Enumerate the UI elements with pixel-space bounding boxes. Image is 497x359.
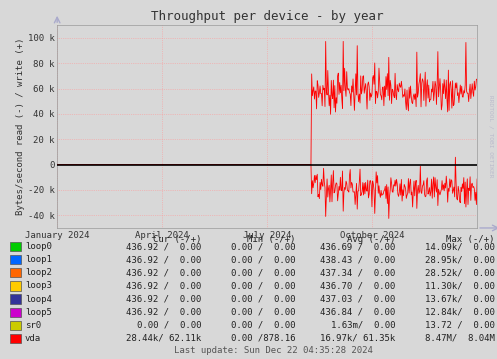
Text: 436.92 /  0.00: 436.92 / 0.00	[126, 255, 201, 264]
Text: 16.97k/ 61.35k: 16.97k/ 61.35k	[320, 334, 395, 343]
Text: vda: vda	[25, 334, 41, 343]
Text: loop4: loop4	[25, 294, 52, 304]
Text: 14.09k/  0.00: 14.09k/ 0.00	[424, 242, 495, 251]
Text: 0.00 /  0.00: 0.00 / 0.00	[231, 308, 296, 317]
Text: 8.47M/  8.04M: 8.47M/ 8.04M	[424, 334, 495, 343]
Text: loop5: loop5	[25, 308, 52, 317]
Text: 438.43 /  0.00: 438.43 / 0.00	[320, 255, 395, 264]
FancyBboxPatch shape	[10, 334, 21, 343]
Text: 436.69 /  0.00: 436.69 / 0.00	[320, 242, 395, 251]
Text: 0.00 /  0.00: 0.00 / 0.00	[137, 321, 201, 330]
FancyBboxPatch shape	[10, 255, 21, 264]
Text: 436.84 /  0.00: 436.84 / 0.00	[320, 308, 395, 317]
FancyBboxPatch shape	[10, 294, 21, 304]
Text: 0.00 /  0.00: 0.00 / 0.00	[231, 255, 296, 264]
Text: RRDTOOL / TOBI OETIKER: RRDTOOL / TOBI OETIKER	[489, 95, 494, 178]
Text: 28.95k/  0.00: 28.95k/ 0.00	[424, 255, 495, 264]
FancyBboxPatch shape	[10, 308, 21, 317]
Text: sr0: sr0	[25, 321, 41, 330]
Text: loop0: loop0	[25, 242, 52, 251]
Text: 11.30k/  0.00: 11.30k/ 0.00	[424, 281, 495, 290]
Text: 0.00 /878.16: 0.00 /878.16	[231, 334, 296, 343]
Y-axis label: Bytes/second read (-) / write (+): Bytes/second read (-) / write (+)	[16, 38, 25, 215]
Text: 437.34 /  0.00: 437.34 / 0.00	[320, 268, 395, 277]
FancyBboxPatch shape	[10, 321, 21, 330]
Text: 13.67k/  0.00: 13.67k/ 0.00	[424, 294, 495, 304]
Text: 436.92 /  0.00: 436.92 / 0.00	[126, 268, 201, 277]
Text: 13.72 /  0.00: 13.72 / 0.00	[424, 321, 495, 330]
Text: 0.00 /  0.00: 0.00 / 0.00	[231, 294, 296, 304]
Text: 28.52k/  0.00: 28.52k/ 0.00	[424, 268, 495, 277]
Text: 436.92 /  0.00: 436.92 / 0.00	[126, 242, 201, 251]
Text: 28.44k/ 62.11k: 28.44k/ 62.11k	[126, 334, 201, 343]
Text: 0.00 /  0.00: 0.00 / 0.00	[231, 281, 296, 290]
Text: 0.00 /  0.00: 0.00 / 0.00	[231, 268, 296, 277]
Text: 436.92 /  0.00: 436.92 / 0.00	[126, 281, 201, 290]
Text: 437.03 /  0.00: 437.03 / 0.00	[320, 294, 395, 304]
FancyBboxPatch shape	[10, 242, 21, 251]
Text: 12.84k/  0.00: 12.84k/ 0.00	[424, 308, 495, 317]
Text: loop1: loop1	[25, 255, 52, 264]
Text: 0.00 /  0.00: 0.00 / 0.00	[231, 321, 296, 330]
Text: loop2: loop2	[25, 268, 52, 277]
Text: loop3: loop3	[25, 281, 52, 290]
Text: Min (-/+): Min (-/+)	[248, 236, 296, 244]
Text: 1.63m/  0.00: 1.63m/ 0.00	[331, 321, 395, 330]
Text: Last update: Sun Dec 22 04:35:28 2024: Last update: Sun Dec 22 04:35:28 2024	[174, 346, 373, 355]
Text: 436.92 /  0.00: 436.92 / 0.00	[126, 294, 201, 304]
Text: Cur (-/+): Cur (-/+)	[153, 236, 201, 244]
Title: Throughput per device - by year: Throughput per device - by year	[151, 10, 383, 23]
Text: 436.92 /  0.00: 436.92 / 0.00	[126, 308, 201, 317]
FancyBboxPatch shape	[10, 281, 21, 290]
Text: 436.70 /  0.00: 436.70 / 0.00	[320, 281, 395, 290]
Text: 0.00 /  0.00: 0.00 / 0.00	[231, 242, 296, 251]
Text: Max (-/+): Max (-/+)	[446, 236, 495, 244]
FancyBboxPatch shape	[10, 268, 21, 278]
Text: Avg (-/+): Avg (-/+)	[347, 236, 395, 244]
